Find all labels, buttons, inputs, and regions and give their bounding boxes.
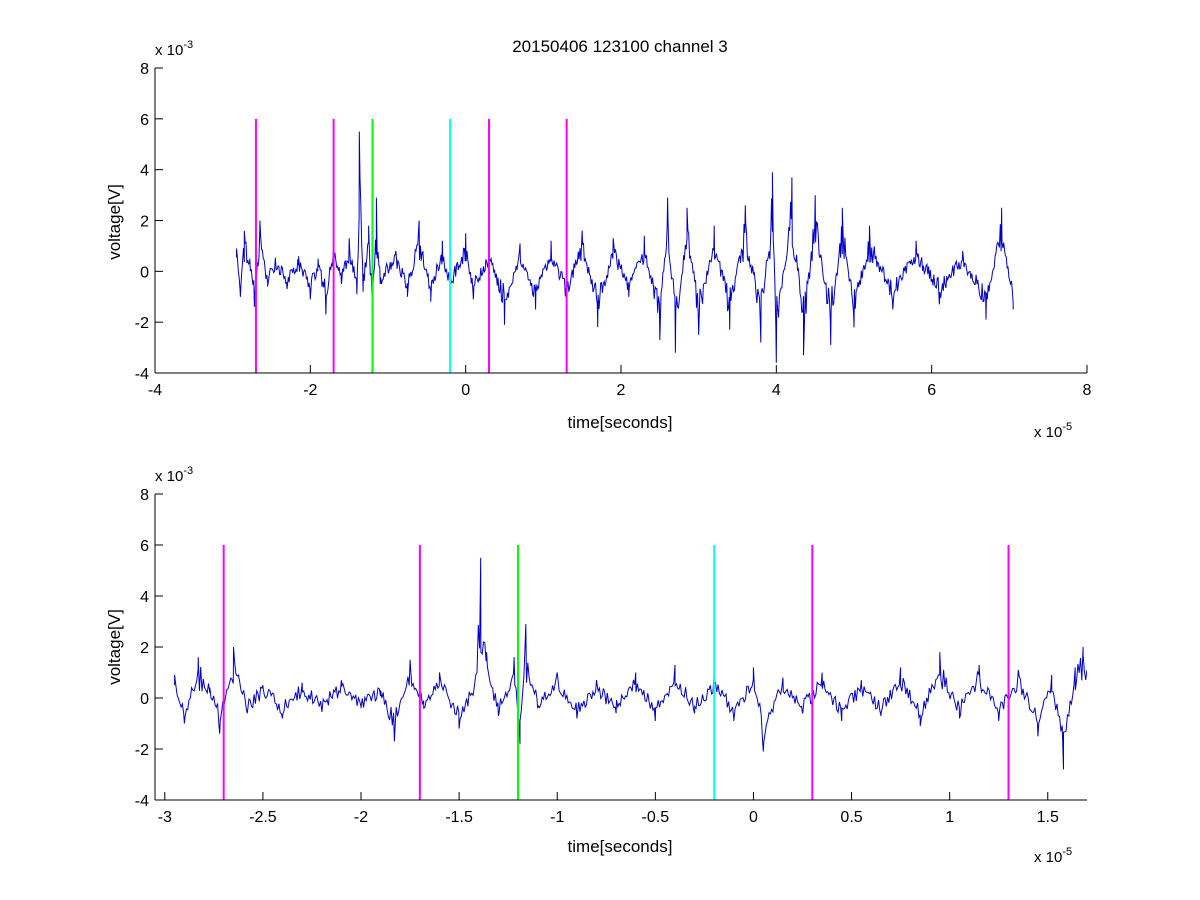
bottom-signal-trace [174,557,1087,770]
bottom-x-exponent-label: x 10-5 [1034,846,1072,866]
bottom-y-axis-label: voltage[V] [105,609,124,685]
bottom-x-tick-label-1: -2.5 [249,809,277,826]
bottom-y-exponent-label: x 10-3 [155,465,193,485]
bottom-x-tick-label-0: -3 [158,809,172,826]
top-x-axis-label: time[seconds] [568,413,673,432]
top-x-tick-label-5: 6 [927,382,936,399]
top-y-tick-label-1: -2 [135,315,149,332]
bottom-x-tick-label-6: 0 [749,809,758,826]
figure-title: 20150406 123100 channel 3 [512,37,728,56]
top-x-tick-label-4: 4 [772,382,781,399]
top-axes: -4 -2 0 2 4 6 8 -4 -2 0 2 4 6 8 time[seconds] voltage… [105,39,1092,441]
top-x-tick-label-1: -2 [303,382,317,399]
top-x-tick-label-3: 2 [617,382,626,399]
bottom-x-tick-label-4: -1 [550,809,564,826]
top-signal-trace [236,131,1014,363]
top-x-tick-label-2: 0 [461,382,470,399]
bottom-x-multiplier: x 10 [1034,849,1062,866]
top-y-tick-label-5: 6 [140,112,149,129]
top-y-exponent-label: x 10-3 [155,39,193,59]
top-y-axis-label: voltage[V] [105,184,124,260]
top-plot-area: -4 -2 0 2 4 6 8 -4 -2 0 2 4 6 8 [135,61,1092,399]
top-y-multiplier: x 10 [155,42,183,59]
bottom-y-tick-label-3: 2 [140,640,149,657]
bottom-y-tick-label-5: 6 [140,538,149,555]
bottom-y-multiplier: x 10 [155,468,183,485]
top-y-tick-label-6: 8 [140,61,149,78]
bottom-x-tick-label-7: 0.5 [840,809,862,826]
bottom-x-tick-label-9: 1.5 [1037,809,1059,826]
bottom-x-tick-label-5: -0.5 [642,809,670,826]
top-y-exponent: -3 [183,39,193,51]
top-x-tick-label-6: 8 [1083,382,1092,399]
bottom-x-exponent: -5 [1062,846,1072,858]
top-y-tick-label-3: 2 [140,214,149,231]
bottom-y-tick-label-1: -2 [135,742,149,759]
top-y-tick-label-2: 0 [140,264,149,281]
bottom-axes: -3 -2.5 -2 -1.5 -1 -0.5 0 0.5 1 1.5 -4 -2 0 2 4 6 8 time… [105,465,1087,866]
bottom-y-tick-label-4: 4 [140,589,149,606]
bottom-y-tick-label-2: 0 [140,691,149,708]
top-x-multiplier: x 10 [1034,424,1062,441]
top-x-exponent-label: x 10-5 [1034,421,1072,441]
bottom-x-tick-label-8: 1 [945,809,954,826]
bottom-y-exponent: -3 [183,465,193,477]
bottom-y-tick-label-6: 8 [140,487,149,504]
top-y-tick-label-4: 4 [140,163,149,180]
top-x-exponent: -5 [1062,421,1072,433]
top-x-tick-label-0: -4 [148,382,162,399]
bottom-y-tick-label-0: -4 [135,793,149,810]
top-y-tick-label-0: -4 [135,366,149,383]
bottom-x-axis-label: time[seconds] [568,837,673,856]
bottom-x-tick-label-2: -2 [354,809,368,826]
bottom-plot-area: -3 -2.5 -2 -1.5 -1 -0.5 0 0.5 1 1.5 -4 -2 0 2 4 6 8 [135,487,1087,826]
bottom-x-tick-label-3: -1.5 [445,809,473,826]
